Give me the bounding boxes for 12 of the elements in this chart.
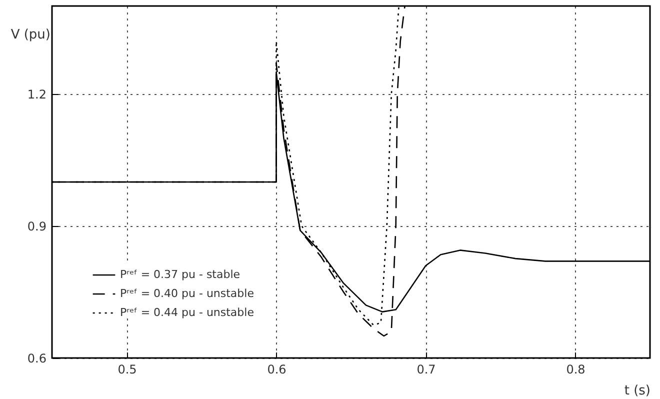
x-tick-label: 0.7 <box>416 362 436 376</box>
legend-label: Pʳᵉᶠ = 0.44 pu - unstable <box>120 306 254 319</box>
legend-label: Pʳᵉᶠ = 0.37 pu - stable <box>120 268 240 281</box>
x-tick-label: 0.5 <box>118 362 137 376</box>
y-tick-label: 0.9 <box>27 220 46 234</box>
x-tick-label: 0.8 <box>566 362 586 376</box>
legend-label: Pʳᵉᶠ = 0.40 pu - unstable <box>120 287 254 300</box>
y-axis-title: V (pu) <box>10 28 50 42</box>
x-axis-title: t (s) <box>624 384 650 398</box>
x-tick-label: 0.6 <box>267 362 286 376</box>
y-tick-label: 1.2 <box>27 88 46 102</box>
y-tick-label: 0.6 <box>27 352 46 366</box>
